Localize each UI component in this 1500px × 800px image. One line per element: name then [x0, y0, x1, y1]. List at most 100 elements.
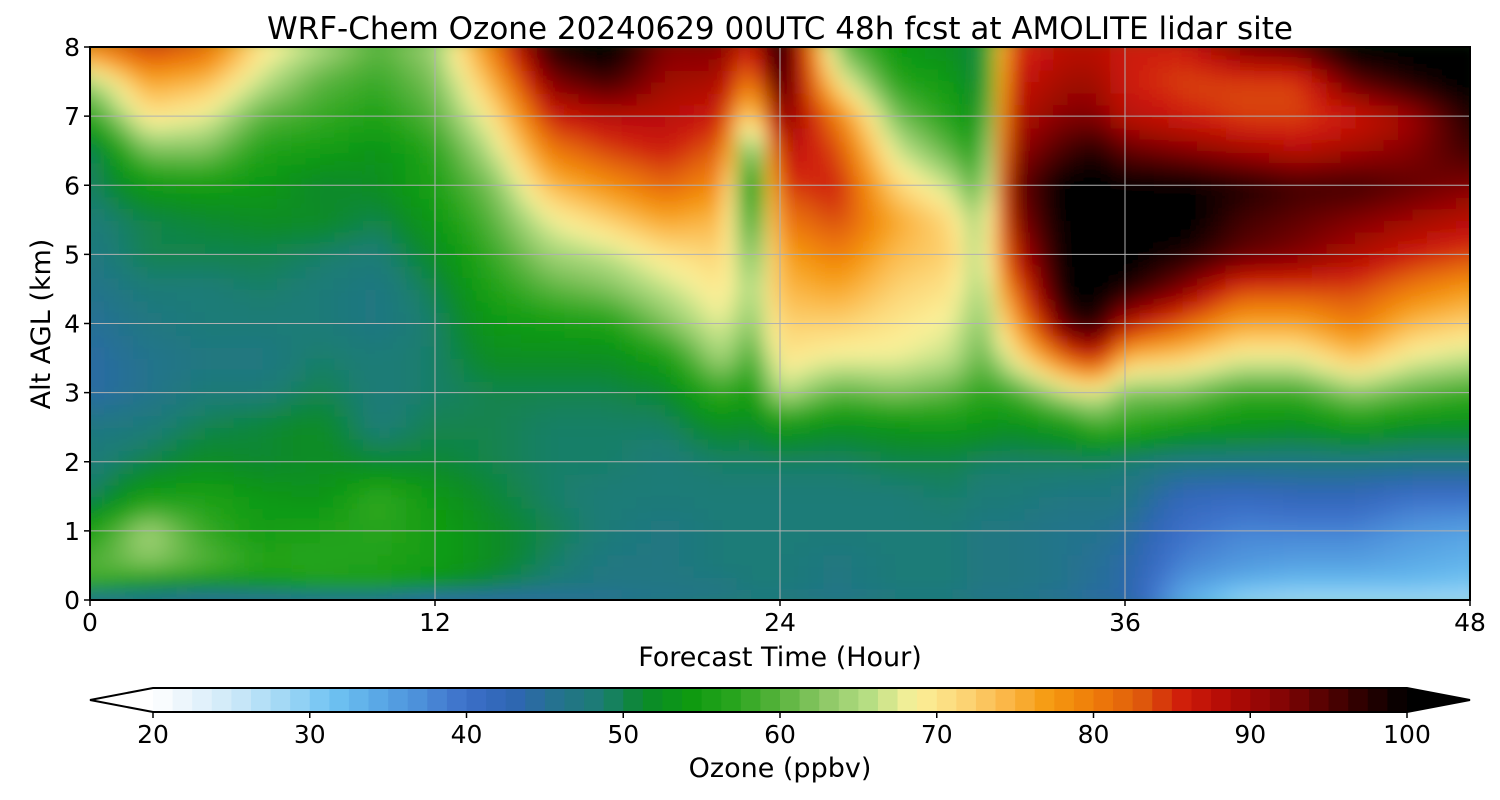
heatmap-cell [90, 530, 106, 544]
heatmap-cell [406, 369, 422, 382]
heatmap-cell [1196, 81, 1213, 94]
heatmap-cell [751, 530, 767, 544]
heatmap-cell [435, 438, 451, 452]
heatmap-cell [1139, 542, 1155, 555]
heatmap-cell [866, 450, 882, 463]
heatmap-cell [938, 93, 954, 106]
heatmap-cell [1024, 104, 1040, 117]
heatmap-cell [923, 450, 939, 463]
colorbar-segment [270, 688, 291, 712]
heatmap-cell [1412, 70, 1428, 83]
heatmap-cell [291, 404, 307, 417]
heatmap-cell [463, 139, 479, 152]
heatmap-cell [952, 358, 968, 371]
heatmap-cell [406, 104, 422, 117]
heatmap-cell [1369, 392, 1385, 405]
heatmap-cell [981, 519, 997, 532]
heatmap-cell [765, 93, 781, 106]
heatmap-cell [1196, 381, 1213, 394]
heatmap-cell [320, 507, 336, 521]
heatmap-cell [334, 173, 350, 187]
heatmap-cell [1441, 265, 1457, 279]
heatmap-cell [1240, 415, 1256, 428]
heatmap-cell [233, 219, 249, 233]
heatmap-cell [564, 208, 580, 221]
heatmap-cell [348, 47, 364, 60]
heatmap-cell [1383, 484, 1399, 498]
heatmap-cell [133, 139, 149, 152]
heatmap-cell [492, 93, 508, 106]
heatmap-cell [952, 231, 968, 244]
heatmap-cell [1426, 277, 1443, 290]
heatmap-cell [1067, 81, 1083, 94]
heatmap-cell [981, 81, 997, 94]
heatmap-cell [104, 335, 120, 348]
heatmap-cell [593, 139, 609, 152]
heatmap-cell [1110, 288, 1126, 302]
heatmap-cell [1110, 369, 1126, 382]
heatmap-cell [1240, 162, 1256, 175]
heatmap-cell [406, 461, 422, 475]
heatmap-cell [866, 162, 882, 175]
heatmap-cell [190, 277, 206, 290]
heatmap-cell [1110, 381, 1126, 394]
heatmap-cell [90, 254, 106, 267]
heatmap-cell [866, 600, 881, 612]
heatmap-cell [1441, 162, 1457, 175]
heatmap-cell [1297, 427, 1313, 440]
heatmap-cell [650, 242, 666, 256]
heatmap-cell [305, 346, 321, 359]
heatmap-cell [1311, 47, 1328, 60]
heatmap-cell [133, 530, 149, 544]
heatmap-cell [1412, 553, 1428, 567]
heatmap-cell [161, 300, 178, 313]
heatmap-cell [233, 288, 249, 302]
heatmap-cell [995, 369, 1011, 382]
heatmap-cell [866, 70, 882, 83]
heatmap-cell [1081, 219, 1098, 233]
heatmap-cell [995, 542, 1011, 555]
heatmap-cell [1096, 116, 1112, 129]
heatmap-cell [1412, 116, 1428, 129]
heatmap-cell [1383, 392, 1399, 405]
heatmap-cell [1283, 150, 1299, 164]
heatmap-cell [291, 265, 307, 279]
heatmap-cell [650, 588, 666, 600]
heatmap-cell [233, 507, 249, 521]
heatmap-cell [722, 219, 738, 233]
heatmap-cell [794, 116, 810, 129]
heatmap-cell [837, 450, 853, 463]
heatmap-cell [995, 565, 1011, 578]
heatmap-cell [578, 231, 594, 244]
heatmap-cell [1110, 553, 1126, 567]
heatmap-cell [420, 300, 436, 313]
heatmap-cell [1211, 519, 1227, 532]
heatmap-cell [938, 450, 954, 463]
heatmap-cell [420, 519, 436, 532]
heatmap-cell [248, 427, 264, 440]
heatmap-cell [1240, 507, 1256, 521]
heatmap-cell [881, 600, 896, 612]
heatmap-cell [1412, 208, 1428, 221]
heatmap-cell [564, 70, 580, 83]
heatmap-cell [1168, 196, 1184, 210]
heatmap-cell [161, 323, 178, 336]
heatmap-cell [880, 185, 896, 198]
heatmap-cell [1297, 415, 1313, 428]
heatmap-cell [406, 519, 422, 532]
heatmap-cell [1139, 254, 1155, 267]
heatmap-cell [708, 231, 724, 244]
heatmap-cell [1254, 58, 1270, 71]
heatmap-cell [650, 496, 666, 509]
heatmap-cell [1340, 588, 1356, 600]
heatmap-cell [1426, 58, 1443, 71]
heatmap-cell [262, 507, 278, 521]
heatmap-cell [607, 265, 623, 279]
heatmap-cell [736, 47, 753, 60]
heatmap-cell [1326, 288, 1342, 302]
heatmap-cell [464, 600, 479, 612]
heatmap-cell [334, 450, 350, 463]
heatmap-cell [1326, 346, 1342, 359]
heatmap-cell [751, 427, 767, 440]
heatmap-cell [161, 346, 178, 359]
